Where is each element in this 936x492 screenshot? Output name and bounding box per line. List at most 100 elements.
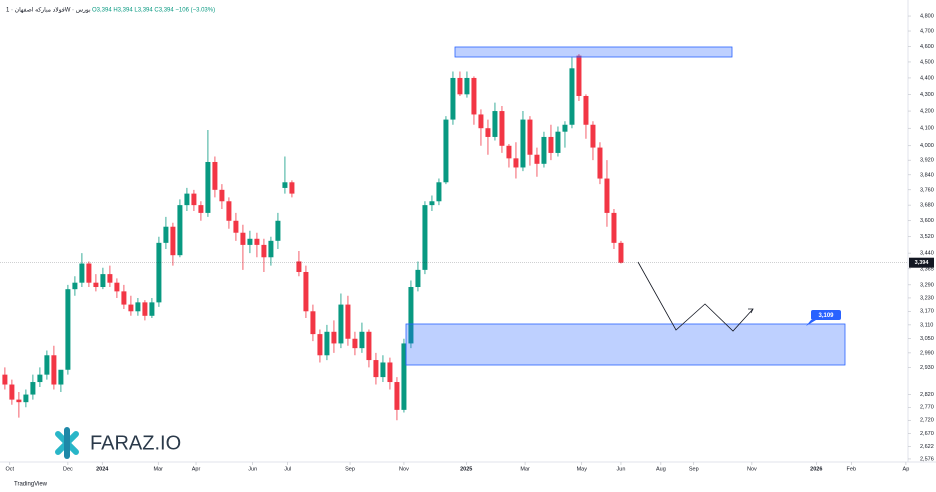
- y-tick-label: 3,365: [920, 266, 934, 272]
- y-tick-label: 4,300: [920, 92, 934, 98]
- candle-body: [37, 374, 43, 383]
- candle-body: [331, 331, 337, 344]
- candle-body: [275, 220, 281, 241]
- y-tick-label: 2,770: [920, 405, 934, 411]
- y-tick-label: 3,680: [920, 203, 934, 209]
- y-tick-label: 3,520: [920, 234, 934, 240]
- resistance-zone: [454, 46, 733, 58]
- logo-text: FARAZ.IO: [90, 432, 181, 454]
- candle-body: [555, 131, 561, 153]
- x-tick-label: Feb: [847, 466, 856, 472]
- x-tick-label: Sep: [345, 466, 355, 472]
- candle-body: [422, 205, 428, 270]
- candle-body: [618, 242, 624, 263]
- candle-body: [345, 304, 351, 339]
- candle-body: [471, 77, 477, 115]
- candle-body: [562, 124, 568, 132]
- candle-body: [520, 119, 526, 168]
- y-tick-label: 4,800: [920, 13, 934, 19]
- y-tick-label: 2,820: [920, 392, 934, 398]
- candle-body: [23, 394, 29, 403]
- ohlc-values: O3,394 H3,394 L3,394 C3,394 −106 (−3.03%…: [92, 8, 215, 14]
- candle-body: [289, 182, 295, 194]
- candle-body: [2, 374, 8, 385]
- candle-body: [527, 119, 533, 155]
- candle-body: [198, 205, 204, 213]
- candle-body: [303, 271, 309, 312]
- candle-body: [205, 161, 211, 213]
- x-tick-label: May: [577, 466, 588, 472]
- candle-body: [590, 124, 596, 148]
- candle-body: [93, 282, 99, 288]
- candle-body: [219, 189, 225, 202]
- candle-body: [499, 111, 505, 146]
- y-tick-label: 3,170: [920, 309, 934, 315]
- candle-body: [240, 232, 246, 245]
- candle-body: [394, 382, 400, 410]
- candle-body: [597, 147, 603, 179]
- candle-body: [464, 77, 470, 95]
- candle-body: [86, 263, 92, 283]
- y-tick-label: 4,600: [920, 44, 934, 50]
- price-tag-box: [909, 257, 934, 268]
- x-tick-label: Sep: [689, 466, 699, 472]
- y-tick-label: 3,840: [920, 172, 934, 178]
- x-tick-label: Apr: [192, 466, 201, 472]
- y-tick-label: 4,000: [920, 143, 934, 149]
- candle-body: [506, 145, 512, 159]
- y-tick-label: 3,110: [920, 322, 933, 328]
- projection-path: [637, 261, 754, 332]
- candle-body: [457, 77, 463, 95]
- candle-body: [9, 384, 15, 400]
- y-tick-label: 4,700: [920, 28, 934, 34]
- candle-body: [184, 193, 190, 206]
- candle-body: [226, 201, 232, 221]
- y-tick-label: 3,050: [920, 336, 934, 342]
- y-tick-label: 3,440: [920, 251, 934, 257]
- candle-body: [317, 334, 323, 356]
- candle-body: [352, 338, 358, 349]
- candle-body: [128, 304, 134, 312]
- x-tick-label: Jun: [248, 466, 257, 472]
- candle-body: [282, 182, 288, 188]
- y-tick-label: 3,920: [920, 158, 934, 164]
- candle-body: [569, 68, 575, 125]
- y-tick-label: 2,622: [920, 444, 934, 450]
- candle-body: [296, 261, 302, 272]
- y-tick-label: 2,930: [920, 365, 934, 371]
- candle-body: [324, 331, 330, 356]
- candle-body: [401, 343, 407, 410]
- candle-body: [233, 220, 239, 233]
- candle-body: [359, 331, 365, 349]
- candle-body: [100, 274, 106, 288]
- candle-body: [443, 119, 449, 183]
- candle-body: [534, 154, 540, 164]
- y-tick-label: 3,290: [920, 282, 934, 288]
- logo: FARAZ.IO: [55, 427, 181, 459]
- candle-body: [72, 282, 78, 290]
- candle-body: [492, 111, 498, 137]
- x-tick-label: Oct: [6, 466, 15, 472]
- candle-body: [30, 382, 36, 395]
- y-tick-label: 3,760: [920, 187, 934, 193]
- projection-arrow: [748, 308, 754, 314]
- candle-body: [310, 311, 316, 335]
- y-tick-label: 4,500: [920, 59, 934, 65]
- x-tick-label: Nov: [399, 466, 409, 472]
- candle-body: [373, 360, 379, 378]
- candle-body: [51, 355, 57, 385]
- candle-body: [177, 205, 183, 256]
- candle-body: [268, 240, 274, 258]
- candle-body: [611, 212, 617, 243]
- candle-body: [16, 399, 22, 403]
- candle-body: [380, 362, 386, 378]
- y-tick-label: 2,990: [920, 350, 934, 356]
- x-tick-label: Jun: [617, 466, 626, 472]
- candle-body: [44, 355, 50, 375]
- candle-body: [191, 193, 197, 206]
- candle-body: [548, 136, 554, 153]
- candles: [0, 54, 908, 421]
- footer: TradingView: [14, 482, 48, 488]
